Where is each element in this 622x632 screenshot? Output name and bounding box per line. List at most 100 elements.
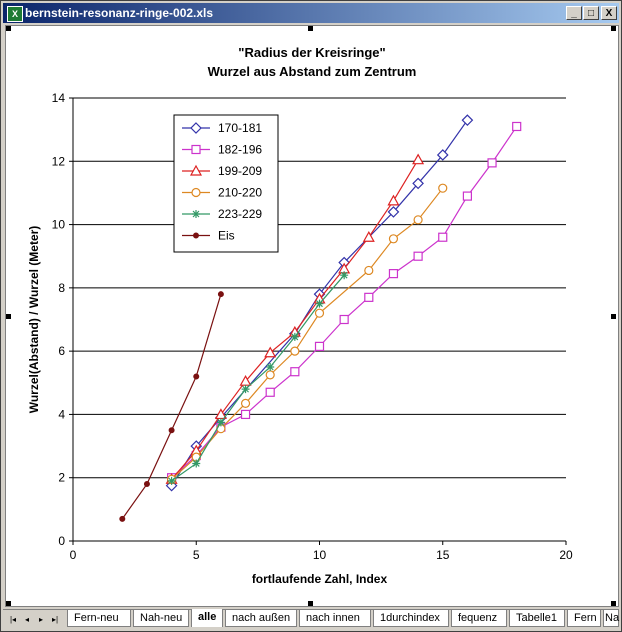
selection-handle[interactable] bbox=[6, 314, 11, 319]
legend-marker bbox=[189, 164, 203, 176]
data-point bbox=[265, 370, 275, 380]
tab-tabelle1[interactable]: Tabelle1 bbox=[509, 610, 565, 627]
data-point bbox=[290, 332, 299, 341]
legend-label: Eis bbox=[218, 229, 235, 243]
legend-label: 210-220 bbox=[218, 186, 262, 200]
close-button[interactable]: X bbox=[601, 6, 617, 20]
y-tick-label: 4 bbox=[58, 407, 65, 421]
data-point bbox=[217, 291, 224, 298]
data-point bbox=[216, 418, 225, 427]
data-point bbox=[315, 299, 324, 308]
next-sheet-button[interactable]: ▸ bbox=[38, 615, 43, 624]
tab-fequenz[interactable]: fequenz bbox=[451, 610, 507, 627]
chart-svg: "Radius der Kreisringe" Wurzel aus Abstan… bbox=[27, 45, 573, 586]
legend-marker bbox=[192, 210, 200, 218]
data-point bbox=[362, 230, 375, 242]
chart-subtitle: Wurzel aus Abstand zum Zentrum bbox=[208, 64, 417, 79]
x-tick-label: 10 bbox=[313, 548, 327, 562]
data-point bbox=[364, 265, 374, 276]
tab-fern-neu[interactable]: Fern-neu bbox=[67, 610, 131, 627]
y-axis-label: Wurzel(Abstand) / Wurzel (Meter) bbox=[27, 226, 41, 414]
last-sheet-button[interactable]: ▸| bbox=[51, 615, 59, 624]
selection-handle[interactable] bbox=[611, 601, 616, 606]
data-point bbox=[413, 251, 423, 261]
data-point bbox=[241, 385, 250, 394]
title-bar[interactable]: X bernstein-resonanz-ringe-002.xls _ □ X bbox=[3, 3, 619, 23]
legend-marker bbox=[193, 232, 199, 239]
tab-1durchindex[interactable]: 1durchindex bbox=[373, 610, 449, 627]
data-point bbox=[461, 114, 474, 126]
data-point bbox=[192, 459, 201, 468]
data-point bbox=[119, 515, 126, 522]
data-point bbox=[240, 409, 251, 420]
y-tick-label: 0 bbox=[58, 534, 65, 548]
data-point bbox=[265, 387, 275, 397]
legend-label: 223-229 bbox=[218, 207, 262, 221]
legend-marker bbox=[190, 122, 202, 134]
tab-nah-neu[interactable]: Nah-neu bbox=[133, 610, 189, 627]
data-point bbox=[168, 427, 175, 434]
tab-fern[interactable]: Fern bbox=[567, 610, 601, 627]
data-point bbox=[438, 183, 448, 193]
legend-label: 182-196 bbox=[218, 143, 262, 157]
data-point bbox=[266, 362, 275, 371]
legend-marker bbox=[191, 144, 201, 155]
x-axis-label: fortlaufende Zahl, Index bbox=[252, 572, 388, 586]
selection-handle[interactable] bbox=[611, 314, 616, 319]
selection-handle[interactable] bbox=[308, 26, 313, 31]
y-tick-label: 6 bbox=[58, 344, 65, 358]
data-point bbox=[290, 367, 300, 377]
data-point bbox=[143, 481, 150, 488]
data-point bbox=[387, 194, 400, 206]
x-tick-label: 5 bbox=[193, 548, 200, 562]
data-point bbox=[264, 346, 277, 358]
window-title: bernstein-resonanz-ringe-002.xls bbox=[25, 6, 214, 20]
sheet-tab-bar: |◂ ◂ ▸ ▸| Fern-neu Nah-neu alle nach auß… bbox=[3, 609, 619, 630]
data-point bbox=[388, 234, 399, 244]
legend-box bbox=[173, 114, 279, 253]
data-point bbox=[462, 191, 472, 201]
data-point bbox=[339, 314, 349, 325]
data-point bbox=[412, 177, 424, 190]
data-point bbox=[290, 346, 300, 356]
data-point bbox=[436, 149, 449, 161]
maximize-button[interactable]: □ bbox=[583, 6, 599, 20]
data-point bbox=[340, 271, 349, 280]
data-point bbox=[438, 232, 448, 242]
y-tick-label: 12 bbox=[52, 154, 66, 168]
data-point bbox=[512, 121, 522, 132]
data-point bbox=[364, 292, 374, 302]
chart-area[interactable]: "Radius der Kreisringe" Wurzel aus Abstan… bbox=[5, 25, 619, 607]
prev-sheet-button[interactable]: ◂ bbox=[24, 615, 29, 624]
selection-handle[interactable] bbox=[308, 601, 313, 606]
legend-label: 170-181 bbox=[218, 121, 262, 135]
data-point bbox=[240, 398, 251, 408]
y-tick-label: 2 bbox=[58, 471, 65, 485]
y-tick-label: 8 bbox=[58, 281, 65, 295]
excel-icon: X bbox=[7, 6, 23, 22]
x-tick-label: 20 bbox=[559, 548, 573, 562]
selection-handle[interactable] bbox=[611, 26, 616, 31]
x-tick-label: 0 bbox=[70, 548, 77, 562]
tab-alle[interactable]: alle bbox=[191, 609, 223, 627]
tab-na[interactable]: Na bbox=[603, 610, 619, 627]
data-point bbox=[487, 158, 497, 168]
tab-nach-innen[interactable]: nach innen bbox=[299, 610, 371, 627]
legend-label: 199-209 bbox=[218, 164, 262, 178]
data-point bbox=[193, 373, 200, 380]
selection-handle[interactable] bbox=[6, 601, 11, 606]
data-point bbox=[314, 341, 325, 351]
first-sheet-button[interactable]: |◂ bbox=[9, 615, 17, 624]
x-tick-label: 15 bbox=[436, 548, 450, 562]
series-line bbox=[171, 274, 345, 482]
y-tick-label: 10 bbox=[52, 218, 66, 232]
y-tick-label: 14 bbox=[52, 91, 66, 105]
data-point bbox=[167, 476, 176, 485]
tab-nach-aussen[interactable]: nach außen bbox=[225, 610, 297, 627]
legend-marker bbox=[191, 187, 201, 198]
selection-handle[interactable] bbox=[6, 26, 11, 31]
data-point bbox=[387, 206, 400, 218]
minimize-button[interactable]: _ bbox=[566, 6, 582, 20]
chart-title: "Radius der Kreisringe" bbox=[238, 45, 385, 60]
